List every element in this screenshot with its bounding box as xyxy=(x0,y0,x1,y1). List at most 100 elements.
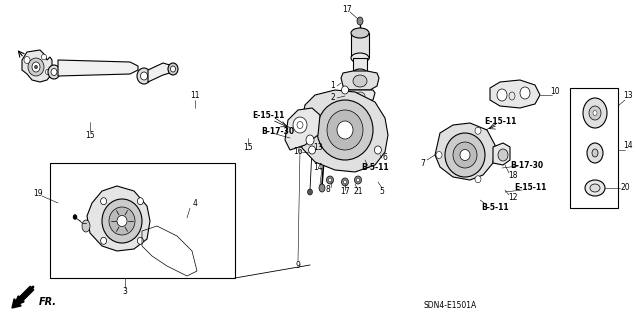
Ellipse shape xyxy=(308,146,316,154)
Polygon shape xyxy=(345,90,375,102)
Ellipse shape xyxy=(356,178,360,182)
Polygon shape xyxy=(341,71,379,90)
Ellipse shape xyxy=(293,117,307,133)
Text: 12: 12 xyxy=(508,192,518,202)
Ellipse shape xyxy=(109,207,135,235)
Text: B-5-11: B-5-11 xyxy=(361,164,389,173)
Text: 7: 7 xyxy=(420,159,426,167)
Text: 2: 2 xyxy=(331,93,335,102)
Bar xyxy=(50,163,235,278)
Ellipse shape xyxy=(32,62,40,72)
Text: 14: 14 xyxy=(313,164,323,173)
Ellipse shape xyxy=(374,146,381,154)
Text: 13: 13 xyxy=(623,92,633,100)
Polygon shape xyxy=(148,63,173,82)
Ellipse shape xyxy=(328,178,332,182)
Ellipse shape xyxy=(497,89,507,101)
Bar xyxy=(351,33,369,58)
Text: 4: 4 xyxy=(193,198,197,207)
Text: 14: 14 xyxy=(623,142,633,151)
Polygon shape xyxy=(435,123,495,180)
Ellipse shape xyxy=(351,53,369,63)
Polygon shape xyxy=(87,186,150,251)
Text: 15: 15 xyxy=(243,144,253,152)
Bar xyxy=(353,58,367,73)
Ellipse shape xyxy=(117,216,127,226)
Ellipse shape xyxy=(100,237,107,244)
Text: 3: 3 xyxy=(123,287,127,296)
Ellipse shape xyxy=(593,110,597,115)
Ellipse shape xyxy=(445,133,485,177)
Polygon shape xyxy=(490,80,540,108)
Ellipse shape xyxy=(453,142,477,168)
Text: FR.: FR. xyxy=(39,297,57,307)
Ellipse shape xyxy=(357,17,363,25)
Text: E-15-11: E-15-11 xyxy=(514,183,546,192)
Ellipse shape xyxy=(583,98,607,128)
Polygon shape xyxy=(300,90,388,172)
Ellipse shape xyxy=(585,180,605,196)
Polygon shape xyxy=(493,143,510,165)
Text: 21: 21 xyxy=(353,188,363,197)
Text: E-15-11: E-15-11 xyxy=(484,117,516,127)
Ellipse shape xyxy=(24,56,30,63)
Text: B-17-30: B-17-30 xyxy=(261,128,294,137)
Ellipse shape xyxy=(73,214,77,219)
Ellipse shape xyxy=(475,176,481,183)
Ellipse shape xyxy=(355,176,362,184)
Text: 19: 19 xyxy=(33,189,43,197)
Text: 17: 17 xyxy=(340,188,350,197)
Ellipse shape xyxy=(326,176,333,184)
Ellipse shape xyxy=(342,178,349,186)
Polygon shape xyxy=(58,60,138,76)
Ellipse shape xyxy=(590,184,600,192)
Ellipse shape xyxy=(35,65,38,69)
Ellipse shape xyxy=(45,69,51,75)
Text: 15: 15 xyxy=(85,130,95,139)
Ellipse shape xyxy=(344,180,346,184)
Ellipse shape xyxy=(436,152,442,159)
Ellipse shape xyxy=(498,149,508,161)
Text: 8: 8 xyxy=(326,186,330,195)
Ellipse shape xyxy=(48,65,60,79)
Ellipse shape xyxy=(141,72,147,80)
Ellipse shape xyxy=(170,66,175,72)
Ellipse shape xyxy=(337,121,353,139)
Ellipse shape xyxy=(460,150,470,160)
Text: 13: 13 xyxy=(313,144,323,152)
Ellipse shape xyxy=(475,127,481,134)
Text: 5: 5 xyxy=(380,188,385,197)
Ellipse shape xyxy=(351,28,369,38)
Ellipse shape xyxy=(520,87,530,99)
Text: B-17-30: B-17-30 xyxy=(511,160,543,169)
Ellipse shape xyxy=(82,220,90,232)
Ellipse shape xyxy=(342,86,349,94)
FancyArrow shape xyxy=(12,286,34,308)
Ellipse shape xyxy=(355,92,365,100)
Ellipse shape xyxy=(589,106,601,120)
Text: 10: 10 xyxy=(550,87,560,97)
Text: 11: 11 xyxy=(190,92,200,100)
Text: 16: 16 xyxy=(293,147,303,157)
Ellipse shape xyxy=(307,189,312,195)
Ellipse shape xyxy=(306,135,314,145)
Ellipse shape xyxy=(100,198,107,205)
Text: SDN4-E1501A: SDN4-E1501A xyxy=(424,300,477,309)
Ellipse shape xyxy=(592,149,598,157)
Text: E-15-11: E-15-11 xyxy=(252,110,284,120)
Text: B-5-11: B-5-11 xyxy=(481,203,509,211)
Text: 6: 6 xyxy=(383,153,387,162)
Ellipse shape xyxy=(353,69,367,77)
Ellipse shape xyxy=(138,198,143,205)
Bar xyxy=(570,88,618,208)
Ellipse shape xyxy=(353,75,367,87)
Ellipse shape xyxy=(319,184,325,192)
Text: 18: 18 xyxy=(508,170,518,180)
Ellipse shape xyxy=(42,54,47,60)
Polygon shape xyxy=(22,50,52,82)
Ellipse shape xyxy=(102,199,142,243)
Text: 9: 9 xyxy=(296,261,300,270)
Ellipse shape xyxy=(587,143,603,163)
Text: 1: 1 xyxy=(331,81,335,91)
Ellipse shape xyxy=(138,237,143,244)
